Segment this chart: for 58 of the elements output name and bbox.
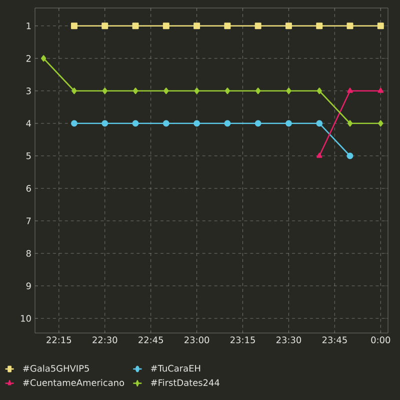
point bbox=[194, 88, 200, 94]
point bbox=[286, 88, 292, 94]
point bbox=[72, 88, 77, 94]
point bbox=[377, 22, 384, 30]
point bbox=[40, 55, 46, 62]
point bbox=[224, 88, 230, 94]
point bbox=[224, 22, 231, 30]
x-tick-label: 22:45 bbox=[138, 336, 163, 344]
point bbox=[255, 88, 261, 94]
legend-label: #FirstDates244 bbox=[150, 379, 220, 386]
y-tick-label: 2 bbox=[26, 55, 31, 62]
y-tick-label: 10 bbox=[21, 314, 31, 322]
point bbox=[224, 120, 231, 127]
point bbox=[285, 120, 292, 127]
point bbox=[132, 22, 139, 30]
x-tick-label: 23:30 bbox=[276, 336, 302, 344]
x-tick-label: 22:30 bbox=[92, 336, 118, 344]
point bbox=[102, 22, 108, 30]
x-tick-label: 0:00 bbox=[371, 336, 390, 344]
y-tick-label: 6 bbox=[26, 184, 31, 192]
point bbox=[316, 152, 322, 158]
point bbox=[70, 120, 78, 127]
x-tick-label: 23:00 bbox=[184, 336, 210, 344]
point bbox=[347, 120, 353, 127]
x-tick-label: 23:15 bbox=[230, 336, 255, 344]
y-tick-label: 3 bbox=[26, 87, 31, 94]
point bbox=[102, 120, 108, 127]
point bbox=[164, 88, 169, 94]
legend-label: #CuentameAmericano bbox=[23, 379, 124, 386]
point bbox=[254, 22, 262, 30]
point bbox=[347, 88, 353, 93]
point bbox=[316, 120, 323, 127]
x-tick-label: 22:15 bbox=[46, 336, 72, 344]
point bbox=[316, 88, 322, 94]
y-tick-label: 9 bbox=[26, 282, 31, 290]
point bbox=[102, 88, 108, 94]
point bbox=[316, 22, 323, 30]
x-tick-label: 23:45 bbox=[322, 336, 347, 344]
y-tick-label: 1 bbox=[26, 22, 31, 30]
point bbox=[194, 120, 200, 127]
point bbox=[378, 88, 384, 93]
point bbox=[132, 120, 139, 127]
point bbox=[162, 120, 170, 127]
y-tick-label: 7 bbox=[26, 218, 31, 224]
point bbox=[162, 22, 170, 30]
point bbox=[254, 120, 262, 127]
legend-label: #TuCaraEH bbox=[150, 364, 200, 372]
legend-label: #Gala5GHVIP5 bbox=[23, 364, 89, 372]
point bbox=[70, 22, 78, 30]
point bbox=[378, 120, 384, 127]
point bbox=[346, 22, 354, 30]
point bbox=[194, 22, 200, 30]
y-tick-label: 5 bbox=[26, 152, 31, 160]
point bbox=[285, 22, 292, 30]
y-tick-label: 8 bbox=[26, 250, 31, 257]
point bbox=[132, 88, 138, 94]
y-tick-label: 4 bbox=[26, 120, 31, 127]
point bbox=[346, 152, 354, 160]
